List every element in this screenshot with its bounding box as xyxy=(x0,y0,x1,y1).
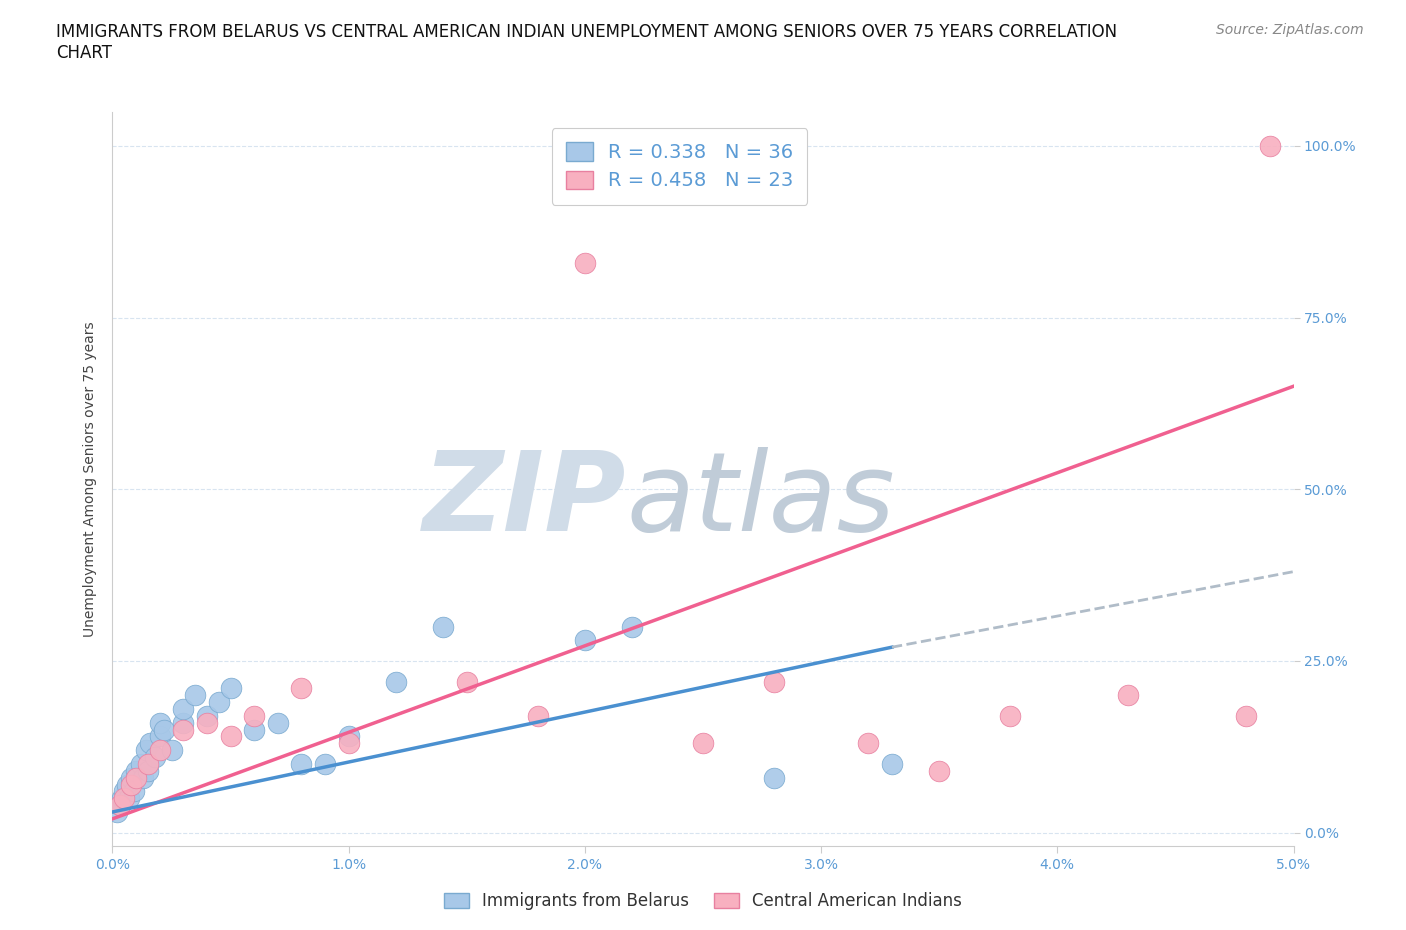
Point xyxy=(692,736,714,751)
Point xyxy=(526,709,548,724)
Point xyxy=(195,715,218,730)
Point xyxy=(1258,139,1281,153)
Point xyxy=(172,701,194,716)
Point xyxy=(385,674,408,689)
Point xyxy=(762,674,785,689)
Point xyxy=(135,743,157,758)
Point xyxy=(112,784,135,799)
Point xyxy=(290,681,312,696)
Point xyxy=(621,619,644,634)
Point xyxy=(160,743,183,758)
Point xyxy=(112,790,135,805)
Text: ZIP: ZIP xyxy=(423,447,626,554)
Point xyxy=(243,722,266,737)
Point xyxy=(149,743,172,758)
Point xyxy=(219,729,242,744)
Point xyxy=(136,756,159,771)
Point xyxy=(314,756,336,771)
Text: CHART: CHART xyxy=(56,44,112,61)
Point xyxy=(243,709,266,724)
Point xyxy=(153,722,176,737)
Point xyxy=(108,798,131,813)
Text: Source: ZipAtlas.com: Source: ZipAtlas.com xyxy=(1216,23,1364,37)
Point xyxy=(143,750,166,764)
Point xyxy=(149,729,172,744)
Point xyxy=(122,784,145,799)
Point xyxy=(1116,688,1139,703)
Point xyxy=(219,681,242,696)
Point xyxy=(105,804,128,819)
Point xyxy=(432,619,454,634)
Point xyxy=(574,633,596,648)
Point xyxy=(115,777,138,792)
Point xyxy=(762,770,785,785)
Point xyxy=(267,715,290,730)
Point xyxy=(184,688,207,703)
Point xyxy=(129,756,152,771)
Point xyxy=(880,756,903,771)
Point xyxy=(132,770,155,785)
Point xyxy=(111,790,134,805)
Point xyxy=(120,777,142,792)
Point xyxy=(337,736,360,751)
Point xyxy=(1234,709,1257,724)
Point xyxy=(172,722,194,737)
Point xyxy=(125,764,148,778)
Point xyxy=(290,756,312,771)
Text: atlas: atlas xyxy=(626,447,894,554)
Point xyxy=(172,715,194,730)
Point xyxy=(337,729,360,744)
Point xyxy=(139,736,162,751)
Legend: R = 0.338   N = 36, R = 0.458   N = 23: R = 0.338 N = 36, R = 0.458 N = 23 xyxy=(551,128,807,205)
Text: IMMIGRANTS FROM BELARUS VS CENTRAL AMERICAN INDIAN UNEMPLOYMENT AMONG SENIORS OV: IMMIGRANTS FROM BELARUS VS CENTRAL AMERI… xyxy=(56,23,1118,41)
Point xyxy=(120,770,142,785)
Point xyxy=(118,790,141,805)
Point xyxy=(456,674,478,689)
Point xyxy=(998,709,1021,724)
Point xyxy=(208,695,231,710)
Point xyxy=(574,255,596,270)
Point xyxy=(125,770,148,785)
Legend: Immigrants from Belarus, Central American Indians: Immigrants from Belarus, Central America… xyxy=(437,885,969,917)
Point xyxy=(858,736,880,751)
Point xyxy=(136,764,159,778)
Point xyxy=(195,709,218,724)
Point xyxy=(928,764,950,778)
Point xyxy=(149,715,172,730)
Y-axis label: Unemployment Among Seniors over 75 years: Unemployment Among Seniors over 75 years xyxy=(83,321,97,637)
Point xyxy=(108,798,131,813)
